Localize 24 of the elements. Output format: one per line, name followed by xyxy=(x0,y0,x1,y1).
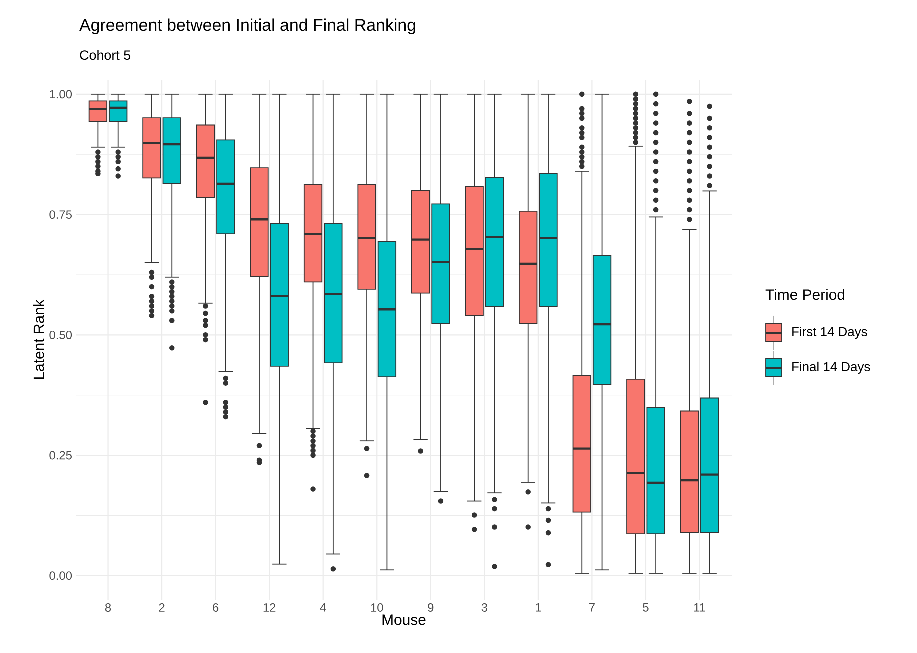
x-tick-label: 6 xyxy=(213,604,219,612)
y-tick-label: 0.25 xyxy=(50,451,72,460)
legend-label: First 14 Days xyxy=(792,326,868,340)
y-tick-label: 0.50 xyxy=(50,330,72,340)
x-axis-title: Mouse xyxy=(382,614,426,626)
chart-subtitle: Cohort 5 xyxy=(80,50,131,60)
chart-title: Agreement between Initial and Final Ranking xyxy=(80,18,416,35)
x-tick-label: 12 xyxy=(264,604,276,612)
x-tick-label: 3 xyxy=(482,604,488,612)
x-tick-label: 11 xyxy=(694,604,706,612)
y-tick-label: 0.75 xyxy=(50,210,72,220)
y-tick-label: 1.00 xyxy=(50,90,72,99)
x-tick-label: 2 xyxy=(159,604,165,612)
x-tick-label: 10 xyxy=(371,604,384,612)
x-tick-label: 4 xyxy=(320,604,326,612)
legend-title: Time Period xyxy=(766,289,845,300)
x-tick-label: 9 xyxy=(428,604,434,612)
x-tick-label: 7 xyxy=(589,604,595,612)
y-axis-title: Latent Rank xyxy=(33,300,44,380)
x-tick-label: 8 xyxy=(105,604,112,612)
x-tick-label: 1 xyxy=(536,604,542,612)
x-tick-label: 5 xyxy=(643,604,649,612)
y-tick-label: 0.00 xyxy=(50,572,72,580)
legend-label: Final 14 Days xyxy=(792,362,870,374)
